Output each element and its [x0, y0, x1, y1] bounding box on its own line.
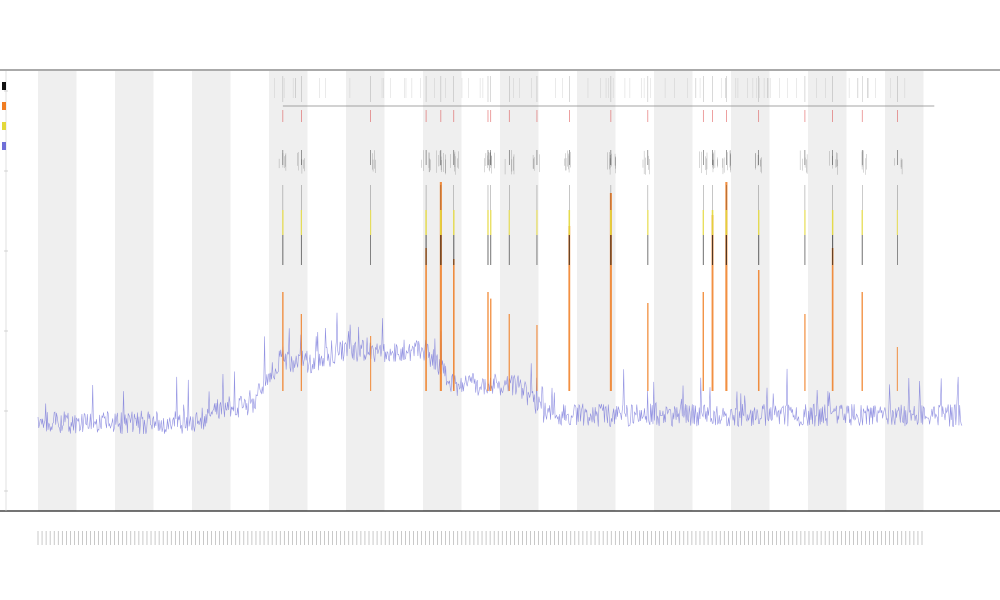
event-spike [297, 76, 305, 391]
legend-swatch [2, 82, 6, 90]
event-spike [278, 76, 287, 391]
legend-swatch [2, 122, 6, 130]
background-band [38, 71, 77, 511]
event-spike [829, 76, 838, 391]
event-spike [450, 76, 459, 391]
background-band [269, 71, 308, 511]
background-band [192, 71, 231, 511]
event-spike [370, 76, 376, 391]
background-band [346, 71, 385, 511]
series-line [37, 312, 963, 434]
event-spike [607, 76, 616, 391]
background-band [577, 71, 616, 511]
background-band [500, 71, 539, 511]
legend-swatch [2, 102, 6, 110]
background-band [423, 71, 462, 511]
event-spike [421, 76, 431, 391]
chart-legend [2, 82, 6, 150]
chart-series [37, 312, 963, 434]
event-spike [799, 76, 808, 391]
event-spike [504, 76, 515, 391]
chart-bands [38, 71, 924, 511]
chart-spikes [274, 76, 935, 391]
event-spike [755, 76, 762, 391]
event-spike [484, 76, 490, 391]
event-spike [722, 76, 731, 391]
event-spike [485, 76, 495, 391]
background-band [654, 71, 693, 511]
event-spike [436, 76, 446, 391]
chart-ticks [37, 531, 923, 545]
event-spike [642, 76, 650, 391]
event-spike [861, 76, 867, 391]
background-band [808, 71, 847, 511]
background-band [885, 71, 924, 511]
background-band [731, 71, 770, 511]
legend-swatch [2, 142, 6, 150]
background-band [115, 71, 154, 511]
event-spike [711, 76, 718, 391]
event-spike [564, 76, 571, 391]
event-spike [532, 76, 540, 391]
event-spike [699, 76, 708, 391]
event-spike [894, 76, 903, 391]
